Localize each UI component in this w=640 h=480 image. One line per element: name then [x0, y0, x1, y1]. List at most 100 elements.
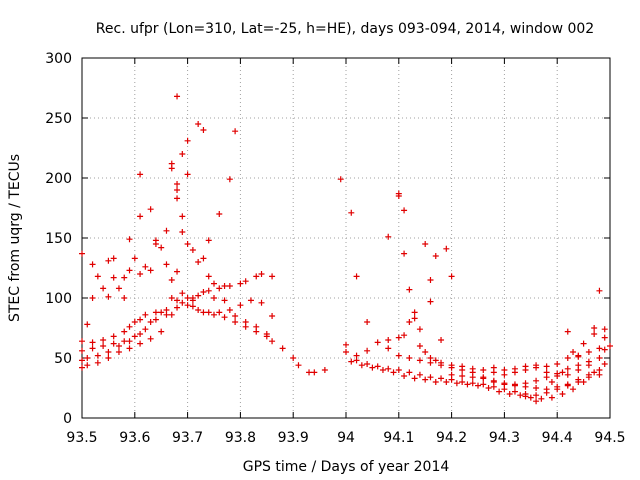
data-point — [200, 127, 207, 133]
data-point — [427, 298, 434, 305]
data-point — [601, 361, 608, 367]
data-point — [115, 343, 122, 349]
data-point — [263, 333, 270, 340]
data-point — [374, 363, 381, 370]
data-point — [591, 369, 598, 376]
data-point — [533, 377, 540, 384]
x-axis: 93.5 93.6 93.7 93.8 93.9 94 94.1 94.2 94.3 94.4 94… — [66, 58, 626, 446]
data-point — [258, 299, 265, 306]
x-tick-label: 94 — [337, 430, 355, 446]
data-point — [205, 287, 212, 294]
data-point — [242, 278, 249, 285]
x-tick-label: 93.5 — [66, 430, 97, 446]
data-point — [253, 328, 260, 335]
data-point — [401, 373, 408, 379]
data-point — [226, 307, 233, 313]
data-point — [395, 334, 402, 341]
data-point — [184, 302, 191, 309]
data-point — [374, 339, 381, 346]
data-point — [163, 261, 170, 268]
data-point — [411, 315, 418, 322]
y-axis-label: STEC from uqrg / TECUs — [7, 154, 23, 322]
data-point — [522, 393, 529, 400]
data-point — [79, 357, 85, 364]
data-point — [216, 309, 223, 316]
data-point — [353, 273, 360, 280]
data-point — [364, 347, 371, 354]
data-point — [158, 309, 165, 316]
data-point — [427, 277, 434, 283]
data-point — [147, 319, 154, 325]
data-point — [364, 319, 371, 325]
data-point — [591, 325, 598, 331]
data-point — [385, 345, 392, 352]
data-point — [131, 319, 138, 325]
data-point — [237, 280, 244, 287]
data-point — [163, 311, 170, 318]
data-point — [422, 376, 429, 383]
data-point — [416, 357, 423, 364]
data-point — [427, 359, 434, 366]
data-point — [295, 362, 302, 369]
data-point — [126, 236, 133, 243]
data-point — [195, 292, 202, 299]
data-point — [353, 357, 360, 364]
data-point — [142, 311, 149, 318]
data-point — [585, 374, 592, 381]
y-tick-label: 0 — [63, 411, 72, 427]
data-point — [189, 303, 196, 310]
data-point — [422, 349, 429, 355]
data-point — [105, 349, 112, 355]
data-point — [559, 391, 566, 397]
data-point — [100, 337, 107, 343]
data-point — [211, 295, 217, 301]
data-point — [459, 367, 466, 373]
data-point — [269, 313, 276, 319]
y-tick-label: 300 — [45, 51, 72, 67]
data-point — [506, 391, 513, 397]
data-point — [443, 245, 450, 252]
x-tick-label: 94.4 — [542, 430, 573, 446]
data-point — [216, 211, 223, 217]
data-point — [131, 333, 138, 340]
data-point — [126, 338, 133, 345]
data-point — [290, 355, 297, 361]
y-tick-label: 100 — [45, 291, 72, 307]
data-point — [485, 385, 492, 391]
data-point — [543, 386, 550, 393]
data-point — [533, 385, 540, 391]
data-point — [84, 362, 91, 369]
data-point — [443, 379, 450, 385]
data-point — [79, 347, 85, 354]
data-point — [564, 371, 571, 378]
data-point — [548, 394, 555, 401]
data-point — [110, 274, 117, 281]
data-point — [232, 313, 239, 319]
data-point — [580, 340, 587, 347]
data-point — [533, 362, 540, 369]
data-point — [469, 380, 476, 387]
data-point — [216, 285, 223, 292]
data-point — [538, 395, 545, 402]
data-point — [184, 137, 191, 144]
data-point — [511, 365, 518, 372]
data-point — [527, 394, 534, 401]
data-point — [253, 273, 260, 280]
data-point — [158, 244, 165, 251]
data-point — [242, 323, 249, 330]
data-point — [137, 331, 144, 337]
data-point — [422, 241, 429, 247]
data-point — [596, 355, 603, 361]
data-point — [364, 361, 371, 367]
data-point — [179, 151, 186, 157]
data-point — [369, 364, 376, 371]
data-point — [226, 283, 233, 289]
data-point — [121, 328, 128, 335]
data-point — [438, 337, 445, 343]
data-point — [438, 362, 445, 369]
data-point — [438, 375, 445, 382]
data-point — [147, 206, 154, 213]
chart-title: Rec. ufpr (Lon=310, Lat=-25, h=HE), days… — [96, 21, 594, 37]
data-point — [121, 338, 128, 345]
data-point — [533, 398, 540, 405]
